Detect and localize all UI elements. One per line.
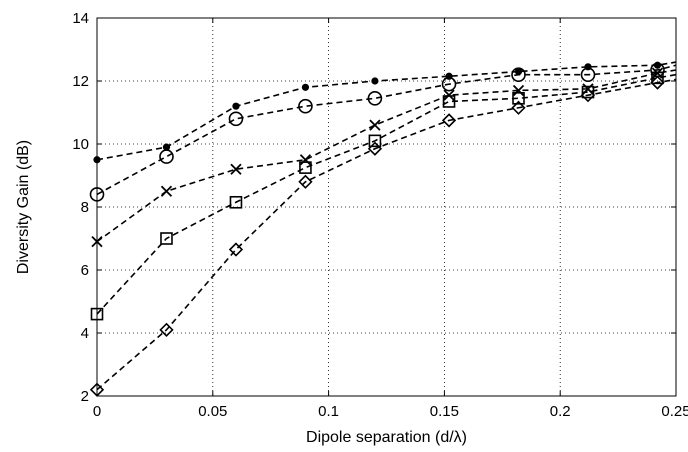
data-point-diamond: [159, 322, 174, 337]
y-tick-label: 14: [72, 10, 89, 27]
x-tick-label: 0.1: [318, 403, 339, 420]
y-axis-label: Diversity Gain (dB): [15, 140, 32, 274]
y-tick-label: 4: [81, 325, 89, 342]
data-point-square: [229, 195, 243, 209]
series-line: [96, 61, 677, 161]
data-point-dot: [371, 77, 379, 85]
data-point-square: [512, 92, 525, 105]
data-point-cross: [512, 84, 525, 97]
data-point-square: [299, 161, 312, 174]
data-point-dot: [514, 67, 523, 76]
data-point-square: [368, 134, 382, 148]
x-tick-label: 0.15: [430, 403, 459, 420]
y-tick-label: 12: [72, 73, 89, 90]
y-tick-label: 2: [81, 388, 89, 405]
series-circle: [89, 62, 677, 202]
x-axis-label: Dipole separation (d/λ): [306, 429, 467, 446]
gridlines: [97, 18, 676, 396]
data-point-dot: [301, 83, 310, 91]
data-point-circle: [580, 67, 596, 82]
data-point-circle: [441, 76, 457, 92]
x-tick-label: 0.05: [198, 403, 227, 420]
data-point-circle: [298, 98, 313, 114]
data-point-cross: [230, 163, 242, 175]
series-line: [96, 64, 677, 196]
series-square: [90, 71, 677, 321]
data-point-diamond: [441, 113, 457, 128]
data-point-cross: [160, 185, 173, 197]
x-tick-label: 0: [93, 403, 101, 420]
series-diamond: [89, 75, 677, 397]
data-point-dot: [232, 102, 240, 110]
data-point-diamond: [650, 75, 665, 90]
series-cross: [91, 67, 677, 248]
data-point-dot: [162, 143, 171, 151]
data-point-square: [581, 85, 595, 99]
data-point-square: [442, 95, 456, 108]
series-line: [96, 69, 677, 243]
data-point-square: [160, 232, 173, 245]
axis-ticks: 0 0.05 0.1 0.15 0.2 0.25 2 4 6 8 10 12 14: [72, 10, 688, 420]
series-group: [89, 61, 677, 397]
data-point-diamond: [367, 141, 383, 156]
data-point-circle: [367, 91, 383, 106]
x-tick-label: 0.25: [661, 403, 688, 420]
data-point-cross: [299, 154, 312, 166]
y-tick-label: 8: [81, 199, 89, 216]
y-tick-label: 10: [72, 136, 89, 153]
series-line: [96, 73, 677, 315]
y-tick-label: 6: [81, 262, 89, 279]
data-point-diamond: [228, 242, 244, 257]
data-point-diamond: [298, 174, 313, 189]
data-point-circle: [511, 67, 526, 82]
data-point-cross: [369, 119, 381, 131]
data-point-diamond: [580, 88, 596, 103]
data-point-diamond: [511, 100, 526, 115]
x-tick-label: 0.2: [550, 403, 571, 420]
series-line: [96, 78, 677, 391]
data-point-circle: [228, 111, 244, 127]
data-point-circle: [159, 149, 174, 164]
